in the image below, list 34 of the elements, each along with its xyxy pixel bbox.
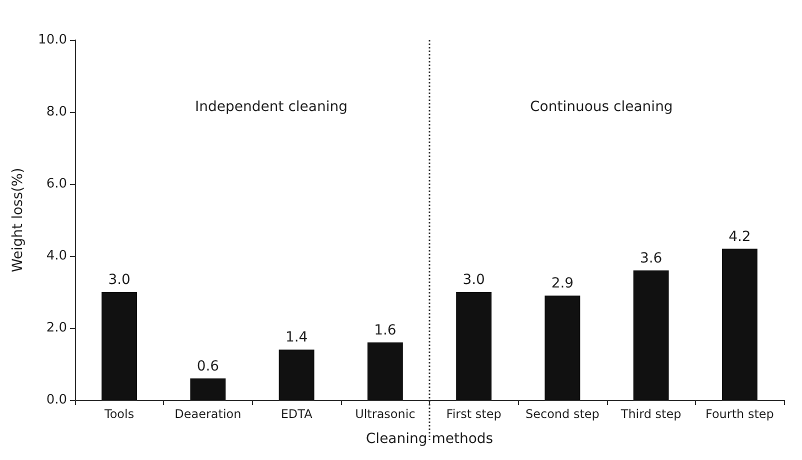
data-label: 4.2 <box>728 228 751 245</box>
x-tick-label: Ultrasonic <box>355 407 416 421</box>
annotation: Independent cleaning <box>195 99 348 115</box>
bar <box>278 350 314 400</box>
x-axis-title: Cleaning methods <box>366 431 494 447</box>
bar <box>544 296 580 400</box>
data-label: 1.6 <box>374 322 396 338</box>
x-tick-label: EDTA <box>280 407 314 421</box>
annotation: Continuous cleaning <box>530 99 673 115</box>
x-tick-label: Tools <box>104 407 134 421</box>
x-tick-label: Fourth step <box>705 407 774 421</box>
x-tick-label: Second step <box>525 407 600 421</box>
data-label: 3.6 <box>640 250 662 266</box>
data-label: 0.6 <box>196 358 220 374</box>
data-label: 3.0 <box>108 272 130 288</box>
bar <box>456 292 492 400</box>
y-tick-label: 2.0 <box>46 320 67 336</box>
data-label: 2.9 <box>551 276 574 292</box>
bar <box>190 378 226 400</box>
bar <box>722 248 758 400</box>
bar <box>367 342 403 400</box>
y-tick-label: 10.0 <box>38 32 67 48</box>
x-tick-label: Third step <box>620 407 682 421</box>
data-label: 3.0 <box>462 272 485 288</box>
x-tick-label: Deaeration <box>174 407 242 421</box>
y-tick-label: 6.0 <box>46 176 67 192</box>
bar <box>633 270 669 400</box>
data-label: 1.4 <box>285 330 308 346</box>
bar <box>102 292 138 400</box>
y-tick-label: 0.0 <box>46 392 67 408</box>
y-tick-label: 4.0 <box>46 248 67 264</box>
x-tick-label: First step <box>446 407 502 421</box>
y-axis-title: Weight loss(%) <box>10 168 26 272</box>
y-tick-label: 8.0 <box>46 104 67 120</box>
